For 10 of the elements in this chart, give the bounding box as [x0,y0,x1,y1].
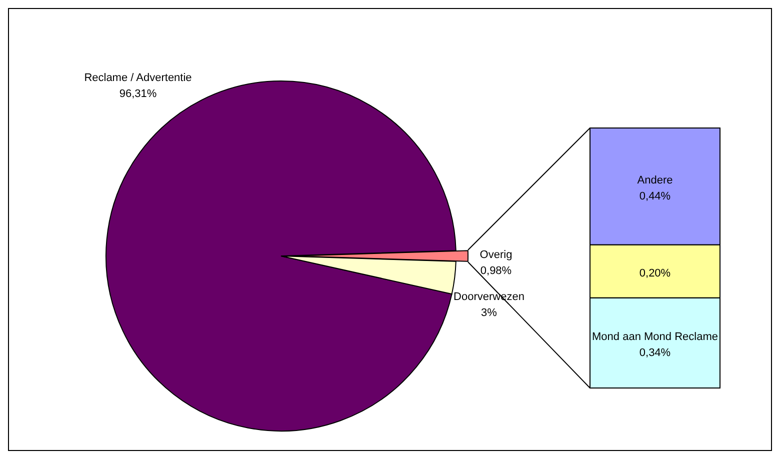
data-label: 0,44% [639,190,671,202]
series-label: Andere [637,174,673,186]
data-label: 0,20% [639,267,671,280]
data-label: 3% [481,307,498,319]
data-label: 0,98% [480,265,512,277]
slice-label: Reclame / Advertentie [84,72,192,84]
series-label: Mond aan Mond Reclame [592,330,718,343]
data-label: 96,31% [119,88,157,100]
slice-label: Overig [480,249,512,261]
data-label: 0,34% [639,346,671,359]
